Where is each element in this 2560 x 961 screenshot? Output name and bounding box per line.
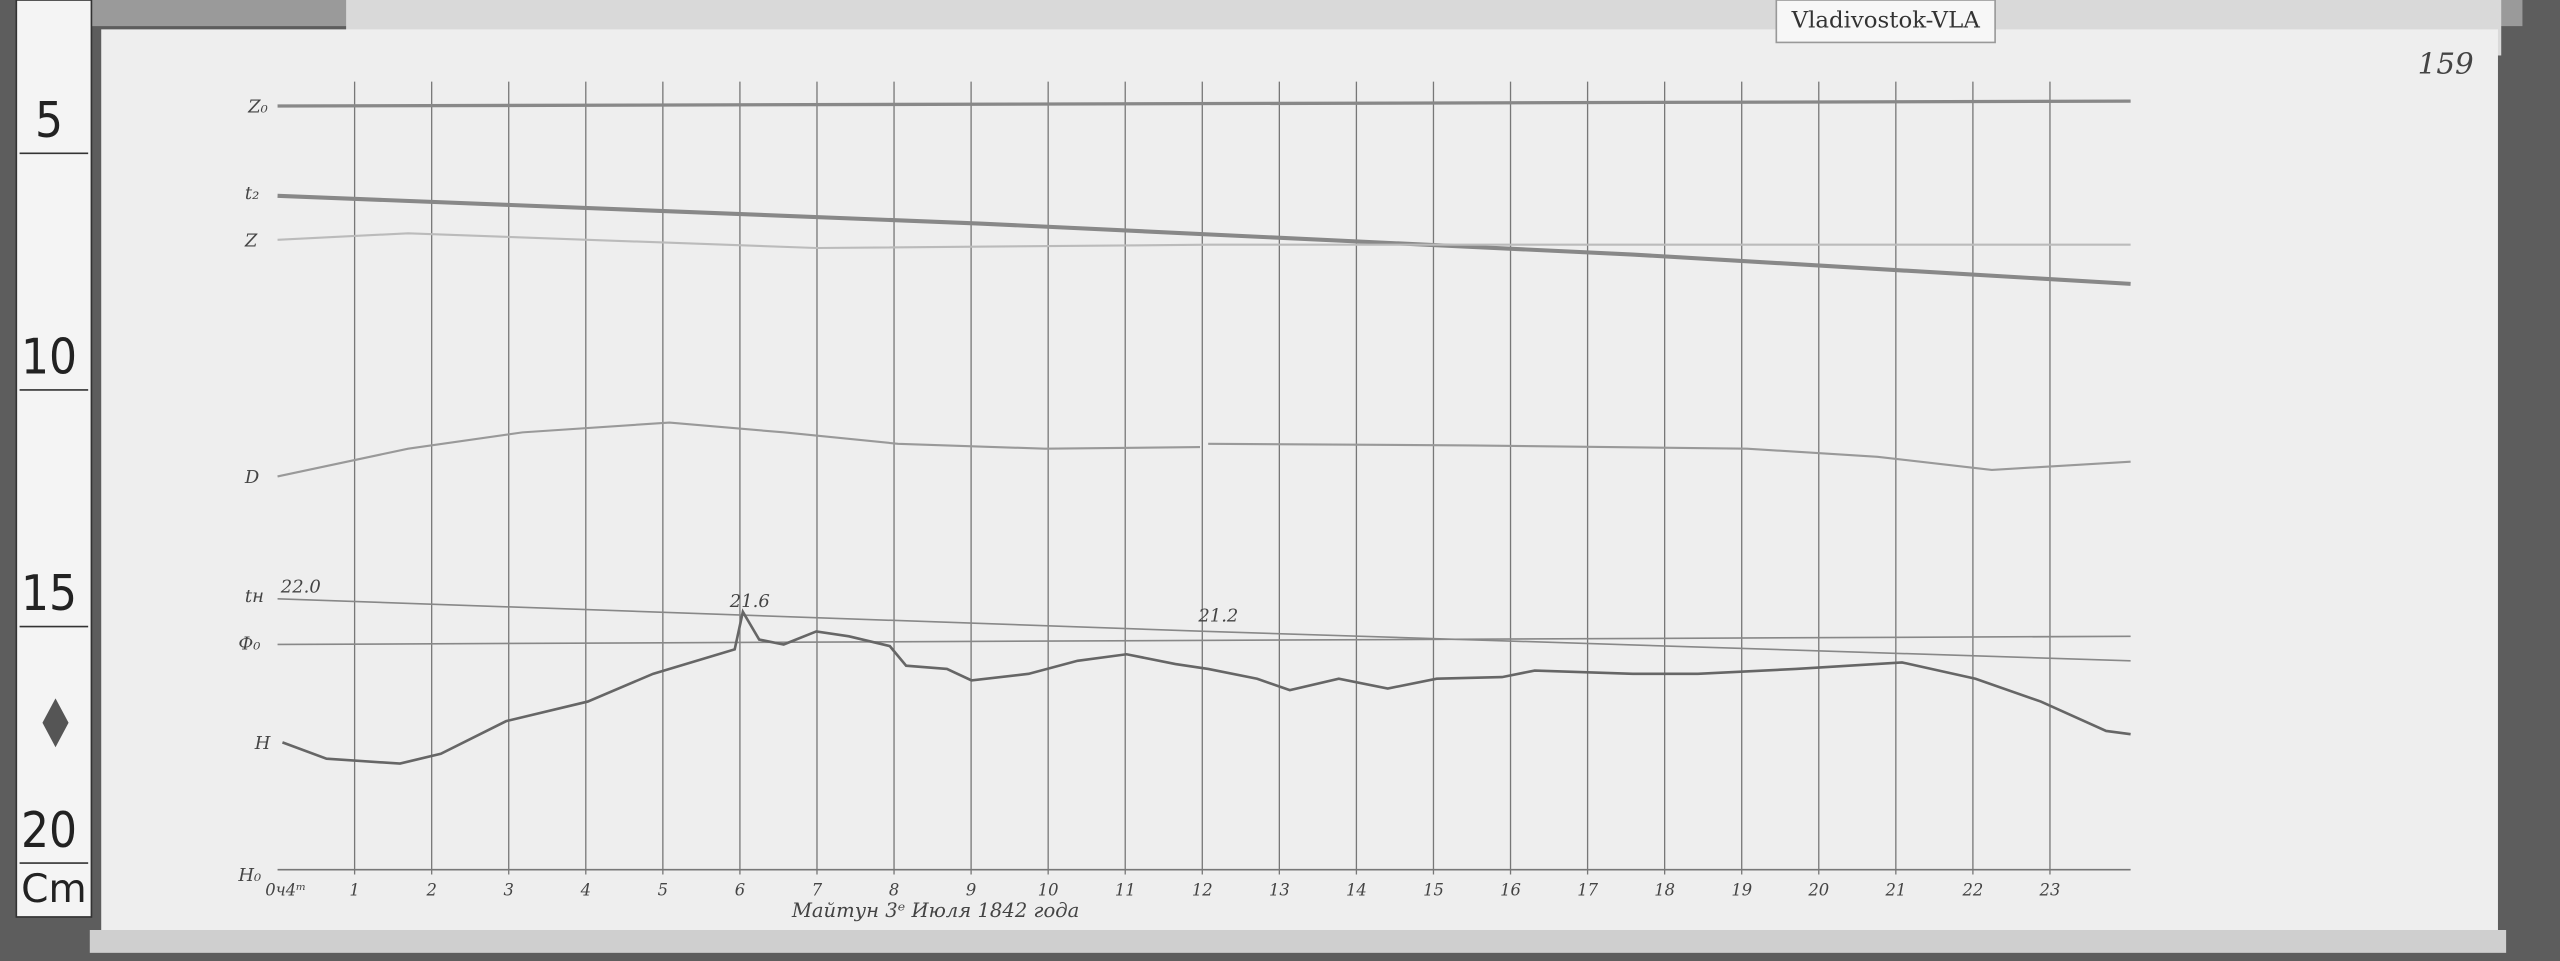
tn-trace bbox=[277, 597, 2131, 662]
hour-label: 3 bbox=[504, 881, 514, 900]
hour-label: 21 bbox=[1884, 881, 1906, 900]
ruler-unit: Cm bbox=[21, 867, 87, 912]
ruler-marks: 5 10 15 20 Cm bbox=[19, 92, 89, 912]
hour-label: 9 bbox=[966, 881, 976, 900]
bottom-strip bbox=[89, 930, 2507, 953]
z0-baseline bbox=[277, 99, 2131, 108]
ruler-number: 20 bbox=[21, 802, 77, 859]
caption: Майтун 3ᵉ Июля 1842 года bbox=[791, 899, 1080, 922]
hour-grid bbox=[353, 81, 2051, 875]
trace-label: Z bbox=[244, 230, 258, 251]
hour-label: 23 bbox=[2039, 881, 2061, 900]
t2-trace bbox=[277, 193, 2131, 286]
trace-label: D bbox=[244, 467, 259, 488]
hour-label: 4 bbox=[580, 881, 591, 900]
station-label: Vladivostok-VLA bbox=[1791, 8, 1981, 34]
ruler-number: 5 bbox=[35, 92, 63, 149]
hour-label: 19 bbox=[1731, 881, 1752, 900]
hour-label: 15 bbox=[1423, 881, 1444, 900]
hour-label: 5 bbox=[658, 881, 668, 900]
hour-label: 17 bbox=[1577, 881, 1598, 900]
trace-label: H bbox=[254, 733, 271, 754]
hour-label: 13 bbox=[1269, 881, 1290, 900]
hour-label: 6 bbox=[735, 881, 745, 900]
trace-label: H₀ bbox=[237, 865, 261, 886]
station-label-box bbox=[1775, 0, 1996, 44]
hour-label: 16 bbox=[1500, 881, 1521, 900]
annotation: 22.0 bbox=[280, 576, 321, 597]
trace-label: Z₀ bbox=[247, 97, 268, 118]
annotation: 21.6 bbox=[729, 591, 770, 612]
hour-label: 11 bbox=[1115, 881, 1136, 900]
f0-baseline bbox=[277, 635, 2131, 646]
d-trace bbox=[1208, 442, 2131, 471]
trace-label: tн bbox=[245, 586, 264, 607]
ruler-number: 10 bbox=[21, 329, 77, 386]
hour-label: 2 bbox=[425, 881, 436, 900]
hour-label: 18 bbox=[1654, 881, 1675, 900]
hour-label: 14 bbox=[1346, 881, 1367, 900]
annotation: 21.2 bbox=[1197, 606, 1238, 627]
hour-label: 10 bbox=[1038, 881, 1059, 900]
hour-label: 12 bbox=[1192, 881, 1213, 900]
hour-labels: 0ч4ᵐ 1 2 3 4 5 6 7 8 9 10 11 12 13 14 15 16 17 18 19 20 21 22 2… bbox=[265, 881, 2060, 900]
z-trace bbox=[277, 232, 2131, 250]
hour-label: 20 bbox=[1807, 881, 1829, 900]
hour-label: 22 bbox=[1962, 881, 1984, 900]
ruler-number: 15 bbox=[21, 565, 77, 622]
h-trace bbox=[281, 608, 2131, 765]
trace-label: Ф₀ bbox=[238, 633, 260, 654]
hour-label: 1 bbox=[349, 881, 359, 900]
trace-label: t₂ bbox=[245, 183, 259, 204]
traces bbox=[277, 99, 2131, 871]
d-trace bbox=[277, 421, 1201, 478]
hour-label: 8 bbox=[889, 881, 899, 900]
paper bbox=[101, 29, 2498, 931]
hour-label: 7 bbox=[812, 881, 823, 900]
hour-label: 0ч4ᵐ bbox=[265, 881, 306, 900]
sheet-number: 159 bbox=[2418, 46, 2474, 80]
